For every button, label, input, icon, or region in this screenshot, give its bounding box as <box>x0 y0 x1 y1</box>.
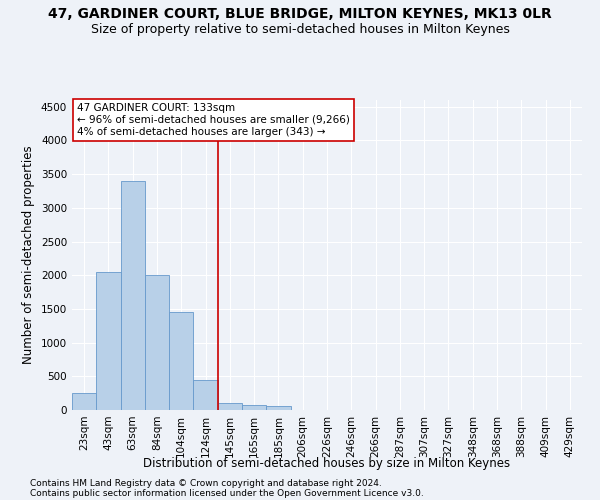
Bar <box>121 181 145 410</box>
Bar <box>72 393 96 410</box>
Text: Contains HM Land Registry data © Crown copyright and database right 2024.: Contains HM Land Registry data © Crown c… <box>30 478 382 488</box>
Text: 47, GARDINER COURT, BLUE BRIDGE, MILTON KEYNES, MK13 0LR: 47, GARDINER COURT, BLUE BRIDGE, MILTON … <box>48 8 552 22</box>
Bar <box>96 272 121 410</box>
Bar <box>266 406 290 410</box>
Bar <box>169 312 193 410</box>
Bar <box>242 405 266 410</box>
Text: Size of property relative to semi-detached houses in Milton Keynes: Size of property relative to semi-detach… <box>91 22 509 36</box>
Bar <box>145 275 169 410</box>
Y-axis label: Number of semi-detached properties: Number of semi-detached properties <box>22 146 35 364</box>
Bar <box>218 404 242 410</box>
Text: Contains public sector information licensed under the Open Government Licence v3: Contains public sector information licen… <box>30 488 424 498</box>
Bar <box>193 380 218 410</box>
Text: 47 GARDINER COURT: 133sqm
← 96% of semi-detached houses are smaller (9,266)
4% o: 47 GARDINER COURT: 133sqm ← 96% of semi-… <box>77 104 350 136</box>
Text: Distribution of semi-detached houses by size in Milton Keynes: Distribution of semi-detached houses by … <box>143 458 511 470</box>
